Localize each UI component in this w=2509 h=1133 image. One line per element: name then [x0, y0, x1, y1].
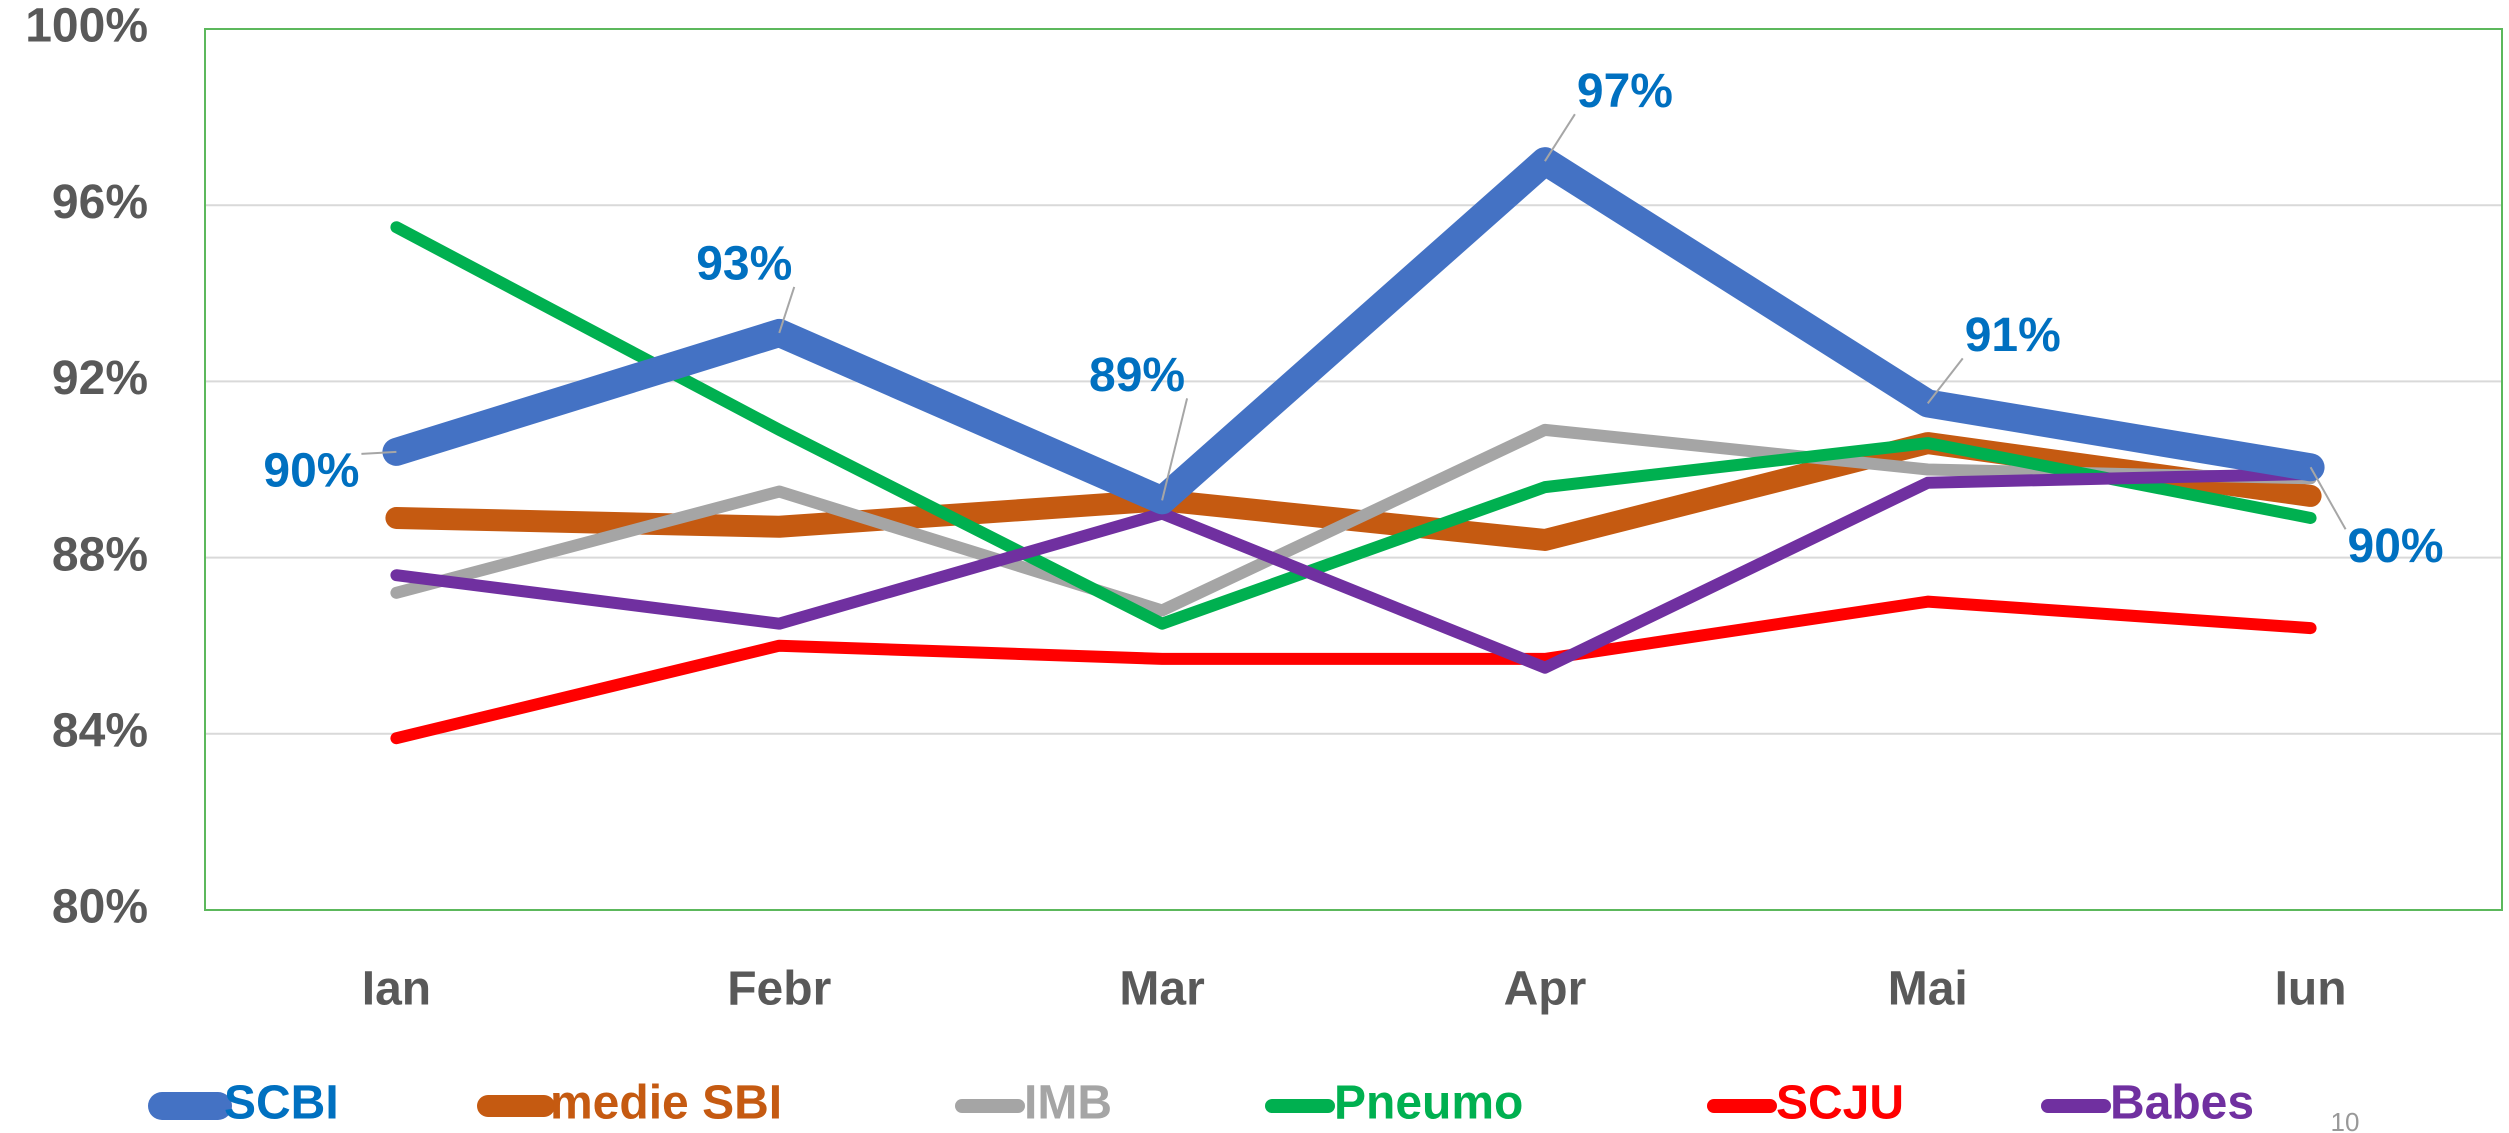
data-label: 90%	[2348, 520, 2444, 573]
legend-label: Pneumo	[1334, 1077, 1523, 1130]
y-tick-label: 88%	[52, 528, 148, 581]
plot-border	[204, 28, 2503, 911]
y-tick-label: 92%	[52, 352, 148, 405]
leader-line	[2309, 466, 2347, 530]
data-label: 93%	[696, 238, 792, 291]
leader-line	[361, 450, 397, 455]
series-line	[390, 595, 2317, 745]
x-tick-label: Ian	[362, 963, 431, 1016]
x-tick-label: Iun	[2275, 963, 2347, 1016]
legend-label: SCBI	[224, 1077, 339, 1130]
leader-line	[1926, 357, 1964, 405]
series-line	[390, 467, 2317, 674]
x-tick-label: Apr	[1504, 963, 1587, 1016]
legend-label: medie SBI	[550, 1077, 782, 1130]
page-number: 10	[2331, 1107, 2360, 1133]
legend-label: IMB	[1024, 1077, 1112, 1130]
y-tick-label: 96%	[52, 176, 148, 229]
y-tick-label: 80%	[52, 881, 148, 934]
leader-line	[1161, 398, 1189, 501]
series-line	[382, 147, 2325, 515]
x-tick-label: Febr	[727, 963, 831, 1016]
y-tick-label: 100%	[25, 0, 148, 53]
data-label: 90%	[263, 445, 359, 498]
data-label: 89%	[1089, 349, 1185, 402]
x-tick-label: Mai	[1888, 963, 1968, 1016]
x-tick-label: Mar	[1119, 963, 1204, 1016]
legend-label: SCJU	[1776, 1077, 1904, 1130]
legend-label: Babes	[2110, 1077, 2254, 1130]
y-tick-label: 84%	[52, 704, 148, 757]
series-line	[390, 423, 2317, 617]
series-line	[390, 221, 2317, 630]
data-label: 97%	[1577, 65, 1673, 118]
leader-line	[1544, 113, 1576, 162]
data-label: 91%	[1965, 309, 2061, 362]
leader-line	[778, 286, 796, 334]
